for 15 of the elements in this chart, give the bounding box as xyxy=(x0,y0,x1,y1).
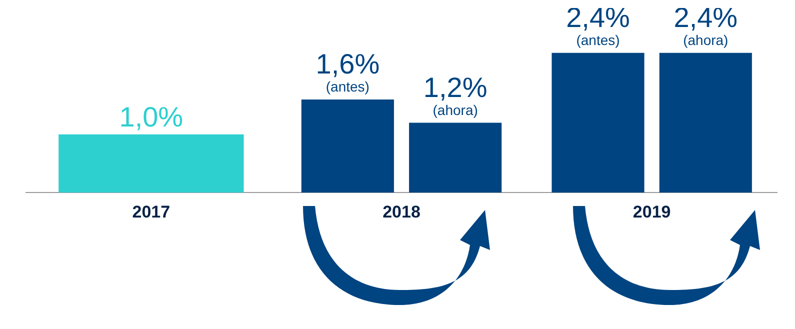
bar xyxy=(552,52,644,193)
bar xyxy=(409,122,502,193)
data-label: 1,2% xyxy=(423,72,488,103)
bar xyxy=(301,99,394,193)
bar xyxy=(659,52,752,193)
text: (antes) xyxy=(576,32,620,48)
text: (ahora) xyxy=(683,32,728,48)
data-label: 1,6% xyxy=(316,48,380,80)
series-label: (antes) xyxy=(326,78,370,94)
bar xyxy=(58,134,244,193)
x-tick-label: 2019 xyxy=(632,202,671,222)
data-label: 1,0% xyxy=(119,101,184,132)
series-label: (ahora) xyxy=(432,102,478,118)
x-tick-label: 2017 xyxy=(132,202,170,222)
x-tick-label: 2018 xyxy=(382,202,420,222)
